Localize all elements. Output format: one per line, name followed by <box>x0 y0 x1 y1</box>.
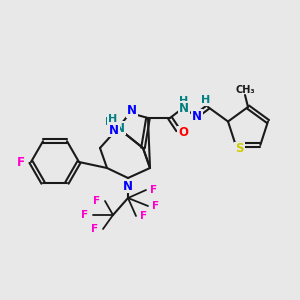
Text: F: F <box>150 185 158 195</box>
Text: N: N <box>192 110 202 122</box>
Text: H: H <box>105 117 115 127</box>
Text: F: F <box>17 155 25 169</box>
Text: H: H <box>201 95 211 105</box>
Text: F: F <box>152 201 160 211</box>
Text: H: H <box>108 114 118 124</box>
Text: O: O <box>178 127 188 140</box>
Text: N: N <box>115 122 125 134</box>
Text: F: F <box>81 210 88 220</box>
Text: F: F <box>140 211 148 221</box>
Text: N: N <box>109 124 119 136</box>
Text: S: S <box>236 142 244 155</box>
Text: N: N <box>179 101 189 115</box>
Text: N: N <box>127 104 137 118</box>
Text: CH₃: CH₃ <box>235 85 255 95</box>
Text: F: F <box>93 196 100 206</box>
Text: F: F <box>92 224 99 234</box>
Text: H: H <box>179 96 189 106</box>
Text: N: N <box>123 179 133 193</box>
